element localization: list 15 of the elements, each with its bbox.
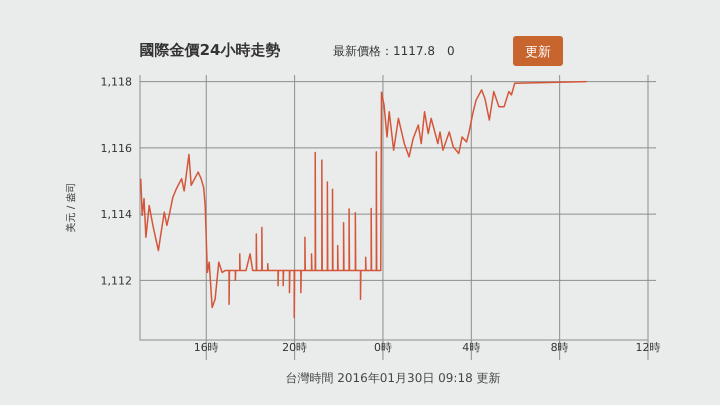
ytick: 1,116: [100, 142, 132, 155]
ylabel: 美元 / 盎司: [66, 182, 77, 232]
xtick: 12時: [636, 341, 660, 354]
xtick: 0時: [374, 341, 392, 354]
ytick: 1,112: [100, 274, 132, 288]
annotation: 更新: [525, 45, 551, 60]
xtick: 20時: [282, 341, 308, 354]
xtick: 4時: [462, 341, 480, 354]
xtick: 16時: [194, 341, 219, 354]
annotation: 台灣時間 2016年01月30日 09:18 更新: [285, 371, 501, 385]
ytick: 1,114: [100, 208, 132, 222]
xtick: 8時: [550, 341, 569, 354]
ytick: 1,118: [100, 76, 132, 89]
title: 國際金價24小時走勢: [140, 41, 280, 59]
annotation: 最新價格：1117.8 0: [333, 44, 455, 58]
